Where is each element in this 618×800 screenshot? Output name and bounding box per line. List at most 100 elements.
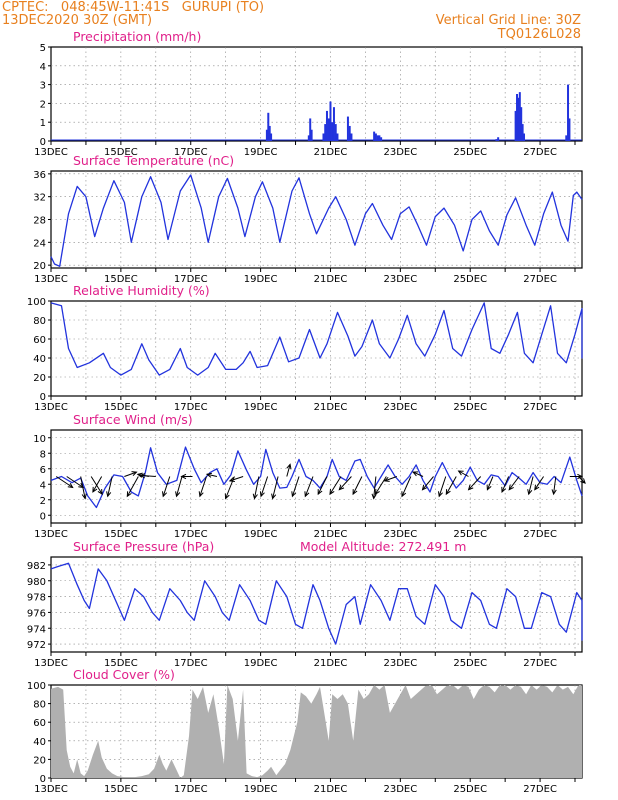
precip-bar <box>307 135 310 141</box>
wind-xtick-label: 17DEC <box>174 529 208 540</box>
wind-xtick-label: 21DEC <box>314 529 348 540</box>
cloud-ytick-label: 80 <box>33 700 46 711</box>
wind-xtick-label: 27DEC <box>523 529 557 540</box>
header-datetime: 13DEC2020 30Z (GMT) <box>2 13 153 28</box>
precip-bar <box>567 84 570 141</box>
precip-bar <box>520 107 523 141</box>
temp-xtick-label: 21DEC <box>314 274 348 285</box>
wind-arrow <box>180 473 193 480</box>
precip-bar <box>336 133 339 141</box>
wind-xtick-label: 25DEC <box>453 529 487 540</box>
precip-ytick-label: 0 <box>40 137 46 148</box>
temp-title: Surface Temperature (nC) <box>73 153 234 168</box>
rh-title: Relative Humidity (%) <box>73 283 210 298</box>
precip-bar <box>270 133 273 141</box>
cloud-ytick-label: 40 <box>33 737 46 748</box>
precip-ytick-label: 1 <box>40 118 46 129</box>
cloud-xtick-label: 13DEC <box>34 784 68 795</box>
wind-ytick-label: 6 <box>40 465 46 476</box>
wind-arrow <box>124 471 138 477</box>
precip-bar <box>568 118 571 141</box>
wind-arrow <box>162 476 171 498</box>
rh-xtick-label: 21DEC <box>314 402 348 413</box>
precip-bar <box>374 133 377 141</box>
precip-bar <box>378 135 381 141</box>
pressure-ytick-label: 978 <box>27 593 46 604</box>
wind-arrow <box>198 476 207 498</box>
wind-arrow <box>175 476 183 498</box>
temp-xtick-label: 25DEC <box>453 274 487 285</box>
wind-ytick-label: 8 <box>40 449 46 460</box>
wind-arrow <box>501 476 510 493</box>
pressure-title: Surface Pressure (hPa) <box>73 539 214 554</box>
cloud-title: Cloud Cover (%) <box>73 667 175 682</box>
cloud-ytick-label: 60 <box>33 718 46 729</box>
wind-arrow <box>139 473 156 479</box>
rh-panel <box>48 300 583 400</box>
rh-ytick-label: 40 <box>33 354 46 365</box>
pressure-ytick-label: 980 <box>27 577 46 588</box>
wind-arrow <box>291 476 300 498</box>
pressure-panel <box>48 556 583 656</box>
temp-line <box>50 174 583 267</box>
wind-arrow <box>317 476 328 496</box>
pressure-xtick-label: 19DEC <box>244 658 278 669</box>
wind-arrow <box>457 470 469 477</box>
precip-bar <box>348 125 351 141</box>
precip-bar <box>329 101 332 141</box>
precip-bar <box>514 110 517 141</box>
wind-line <box>50 446 583 509</box>
rh-ytick-label: 100 <box>27 297 46 308</box>
precip-frame <box>50 46 583 142</box>
precip-xtick-label: 17DEC <box>174 147 208 158</box>
wind-arrow <box>508 476 520 491</box>
precip-title: Precipitation (mm/h) <box>73 29 201 44</box>
wind-arrow <box>304 476 314 498</box>
wind-arrow <box>126 476 139 498</box>
wind-xtick-label: 15DEC <box>104 529 138 540</box>
wind-arrow <box>421 476 434 491</box>
wind-xtick-label: 19DEC <box>244 529 278 540</box>
rh-xtick-label: 25DEC <box>453 402 487 413</box>
precip-bar <box>309 118 312 141</box>
rh-xtick-label: 13DEC <box>34 402 68 413</box>
precip-bar <box>268 125 271 141</box>
precip-ytick-label: 4 <box>40 62 46 73</box>
pressure-ytick-label: 974 <box>27 624 46 635</box>
wind-arrow <box>374 476 387 496</box>
precip-bar <box>517 97 520 141</box>
pressure-xtick-label: 13DEC <box>34 658 68 669</box>
header-station: CPTEC: 048:45W-11:41S GURUPI (TO) <box>2 0 265 15</box>
wind-arrow <box>569 473 584 480</box>
wind-arrow <box>338 476 352 491</box>
wind-frame <box>50 429 583 524</box>
rh-xtick-label: 17DEC <box>174 402 208 413</box>
wind-arrow <box>551 476 557 496</box>
temp-panel <box>48 170 583 272</box>
wind-arrow <box>534 476 544 491</box>
rh-line <box>50 302 583 376</box>
temp-xtick-label: 17DEC <box>174 274 208 285</box>
precip-bar <box>334 124 337 141</box>
wind-arrow <box>371 476 377 500</box>
rh-ytick-label: 80 <box>33 316 46 327</box>
cloud-ytick-label: 20 <box>33 755 46 766</box>
rh-xtick-label: 23DEC <box>383 402 417 413</box>
wind-title: Surface Wind (m/s) <box>73 412 193 427</box>
rh-ytick-label: 60 <box>33 335 46 346</box>
header-grid-line: Vertical Grid Line: 30Z <box>435 13 581 28</box>
wind-arrow <box>467 476 482 491</box>
precip-panel <box>48 46 583 145</box>
wind-ytick-label: 2 <box>40 496 46 507</box>
precip-bar <box>373 131 376 141</box>
pressure-xtick-label: 25DEC <box>453 658 487 669</box>
precip-bar <box>332 107 335 141</box>
precip-bar <box>324 124 327 141</box>
wind-xtick-label: 23DEC <box>383 529 417 540</box>
temp-ytick-label: 32 <box>33 193 46 204</box>
wind-ytick-label: 0 <box>40 511 46 522</box>
precip-xtick-label: 25DEC <box>453 147 487 158</box>
precip-bar <box>327 118 330 141</box>
precip-ytick-label: 5 <box>40 43 46 54</box>
